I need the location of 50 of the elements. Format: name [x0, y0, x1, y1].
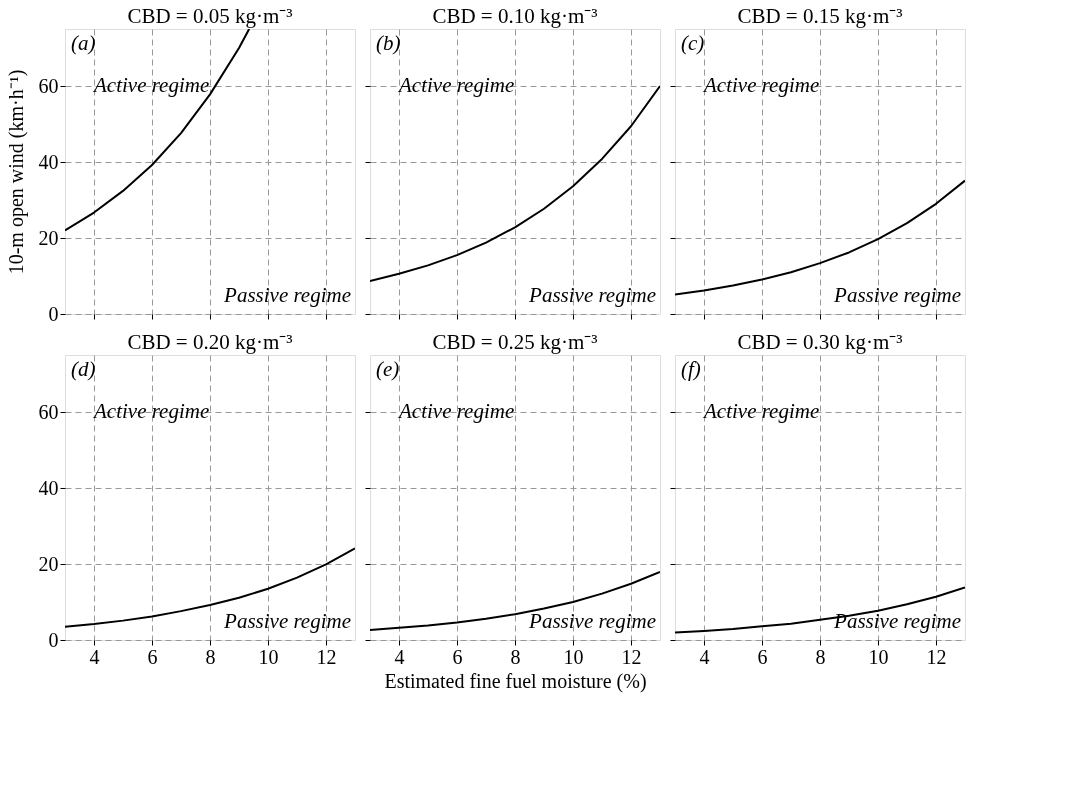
y-tick-label: 0	[48, 302, 59, 325]
x-tick-label: 8	[205, 645, 216, 668]
x-tick-label: 10	[258, 645, 279, 668]
x-axis-title: Estimated fine fuel moisture (%)	[384, 669, 647, 693]
x-tick-label: 4	[699, 645, 710, 668]
annotation: Active regime	[702, 399, 820, 423]
x-tick-label: 12	[316, 645, 337, 668]
annotation: (a)	[71, 31, 96, 55]
annotation: (d)	[71, 357, 96, 381]
annotation: Active regime	[92, 399, 210, 423]
annotation: Passive regime	[833, 609, 961, 633]
x-tick-label: 12	[926, 645, 947, 668]
chart-title: CBD = 0.25 kg·m⁻³	[432, 330, 598, 354]
y-axis-title: 10-m open wind (km·h⁻¹)	[4, 69, 28, 275]
y-tick-label: 40	[38, 476, 59, 499]
x-tick-label: 10	[563, 645, 584, 668]
x-tick-label: 12	[621, 645, 642, 668]
y-tick-label: 60	[38, 400, 59, 423]
x-tick-label: 6	[757, 645, 768, 668]
y-tick-label: 20	[38, 226, 59, 249]
annotation: (b)	[376, 31, 401, 55]
y-tick-label: 20	[38, 552, 59, 575]
annotation: (e)	[376, 357, 400, 381]
annotation: Passive regime	[528, 283, 656, 307]
annotation: (c)	[681, 31, 705, 55]
annotation: Active regime	[92, 73, 210, 97]
x-tick-label: 8	[815, 645, 826, 668]
x-tick-label: 10	[868, 645, 889, 668]
chart-title: CBD = 0.30 kg·m⁻³	[737, 330, 903, 354]
x-tick-label: 4	[89, 645, 100, 668]
line-series	[65, 29, 251, 232]
chart-title: CBD = 0.05 kg·m⁻³	[127, 4, 293, 28]
annotation: Active regime	[397, 399, 515, 423]
y-tick-label: 0	[48, 628, 59, 651]
annotation: Passive regime	[528, 609, 656, 633]
annotation: (f)	[681, 357, 701, 381]
chart-title: CBD = 0.20 kg·m⁻³	[127, 330, 293, 354]
x-tick-label: 8	[510, 645, 521, 668]
annotation: Passive regime	[833, 283, 961, 307]
x-tick-label: 6	[452, 645, 463, 668]
x-tick-label: 6	[147, 645, 158, 668]
annotation: Active regime	[702, 73, 820, 97]
y-tick-label: 40	[38, 150, 59, 173]
annotation: Active regime	[397, 73, 515, 97]
y-tick-label: 60	[38, 74, 59, 97]
annotation: Passive regime	[223, 283, 351, 307]
annotation: Passive regime	[223, 609, 351, 633]
x-tick-label: 4	[394, 645, 405, 668]
chart-title: CBD = 0.10 kg·m⁻³	[432, 4, 598, 28]
chart-title: CBD = 0.15 kg·m⁻³	[737, 4, 903, 28]
